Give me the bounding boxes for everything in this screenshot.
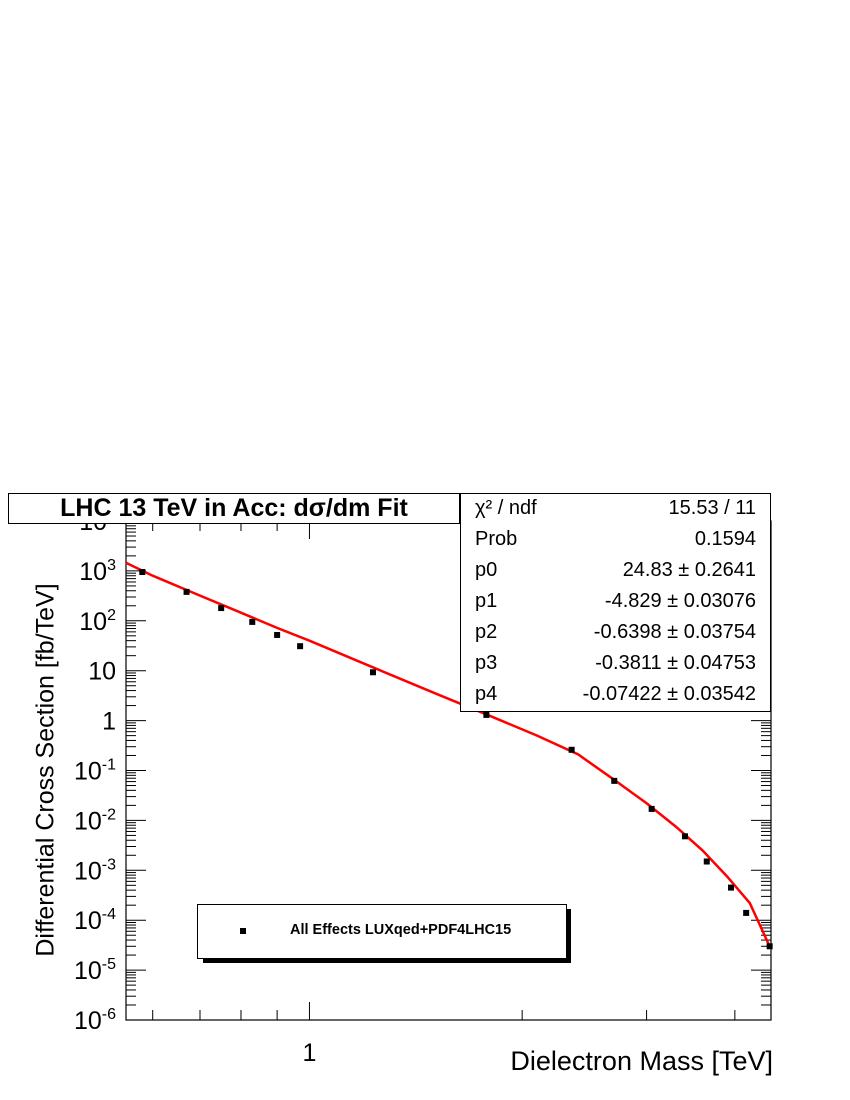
legend-label: All Effects LUXqed+PDF4LHC15 xyxy=(290,922,512,938)
legend-box: All Effects LUXqed+PDF4LHC15 xyxy=(197,904,567,959)
data-point xyxy=(611,777,618,784)
stats-row-p3: p3 -0.3811 ± 0.04753 xyxy=(461,649,770,680)
data-point xyxy=(568,746,575,753)
data-point xyxy=(648,805,655,812)
data-point xyxy=(766,943,773,950)
data-point xyxy=(703,858,710,865)
stats-key: p4 xyxy=(475,683,498,705)
stats-row-prob: Prob 0.1594 xyxy=(461,525,770,556)
data-point xyxy=(743,909,750,916)
data-point xyxy=(681,833,688,840)
stats-row-p2: p2 -0.6398 ± 0.03754 xyxy=(461,618,770,649)
stats-key: p3 xyxy=(475,652,498,674)
data-point xyxy=(139,569,146,576)
data-point xyxy=(274,631,281,638)
stats-value: -4.829 ± 0.03076 xyxy=(604,590,756,612)
data-point xyxy=(483,711,490,718)
stats-value: 24.83 ± 0.2641 xyxy=(622,559,756,581)
y-tick-labels: 10-610-510-410-310-210-1110102103104 xyxy=(74,507,116,1035)
y-tick-label: 10-1 xyxy=(74,757,116,786)
y-tick-label: 10-4 xyxy=(74,906,116,935)
chart-title: LHC 13 TeV in Acc: dσ/dm Fit xyxy=(8,493,460,524)
data-point xyxy=(297,643,304,650)
y-tick-label: 1 xyxy=(102,708,116,736)
stats-value: -0.3811 ± 0.04753 xyxy=(595,652,756,674)
stats-row-chi2: χ² / ndf 15.53 / 11 xyxy=(461,494,770,525)
stats-key: Prob xyxy=(475,528,518,550)
y-axis-label: Differential Cross Section [fb/TeV] xyxy=(31,583,60,957)
data-point xyxy=(183,588,190,595)
stats-key: p1 xyxy=(475,590,498,612)
data-point xyxy=(727,884,734,891)
stats-row-p0: p0 24.83 ± 0.2641 xyxy=(461,556,770,587)
stats-key: p0 xyxy=(475,559,498,581)
y-tick-label: 102 xyxy=(79,607,116,636)
y-tick-label: 10-3 xyxy=(74,856,116,885)
stats-row-p1: p1 -4.829 ± 0.03076 xyxy=(461,587,770,618)
stats-value: -0.6398 ± 0.03754 xyxy=(593,621,756,643)
x-tick-label: 1 xyxy=(303,1039,317,1067)
chart-title-text: LHC 13 TeV in Acc: dσ/dm Fit xyxy=(60,494,408,522)
fit-line xyxy=(125,561,771,947)
stats-key: χ² / ndf xyxy=(475,497,537,519)
x-axis-label: Dielectron Mass [TeV] xyxy=(510,1046,773,1076)
stats-key: p2 xyxy=(475,621,498,643)
data-points xyxy=(139,569,773,950)
y-tick-label: 10-6 xyxy=(74,1006,116,1035)
stats-value: 0.1594 xyxy=(694,528,756,550)
data-point xyxy=(218,605,225,612)
fit-stats-box: χ² / ndf 15.53 / 11 Prob 0.1594 p0 24.83… xyxy=(460,493,771,712)
y-tick-label: 103 xyxy=(79,557,116,586)
legend-marker xyxy=(240,928,246,934)
stats-value: 15.53 / 11 xyxy=(668,497,756,519)
y-tick-label: 10-5 xyxy=(74,956,116,985)
stats-row-p4: p4 -0.07422 ± 0.03542 xyxy=(461,680,770,711)
y-tick-label: 10 xyxy=(88,658,116,686)
y-tick-label: 10-2 xyxy=(74,806,116,835)
stats-value: -0.07422 ± 0.03542 xyxy=(582,683,756,705)
data-point xyxy=(249,618,256,625)
x-tick-labels: 1 xyxy=(303,1039,317,1067)
data-point xyxy=(369,669,376,676)
